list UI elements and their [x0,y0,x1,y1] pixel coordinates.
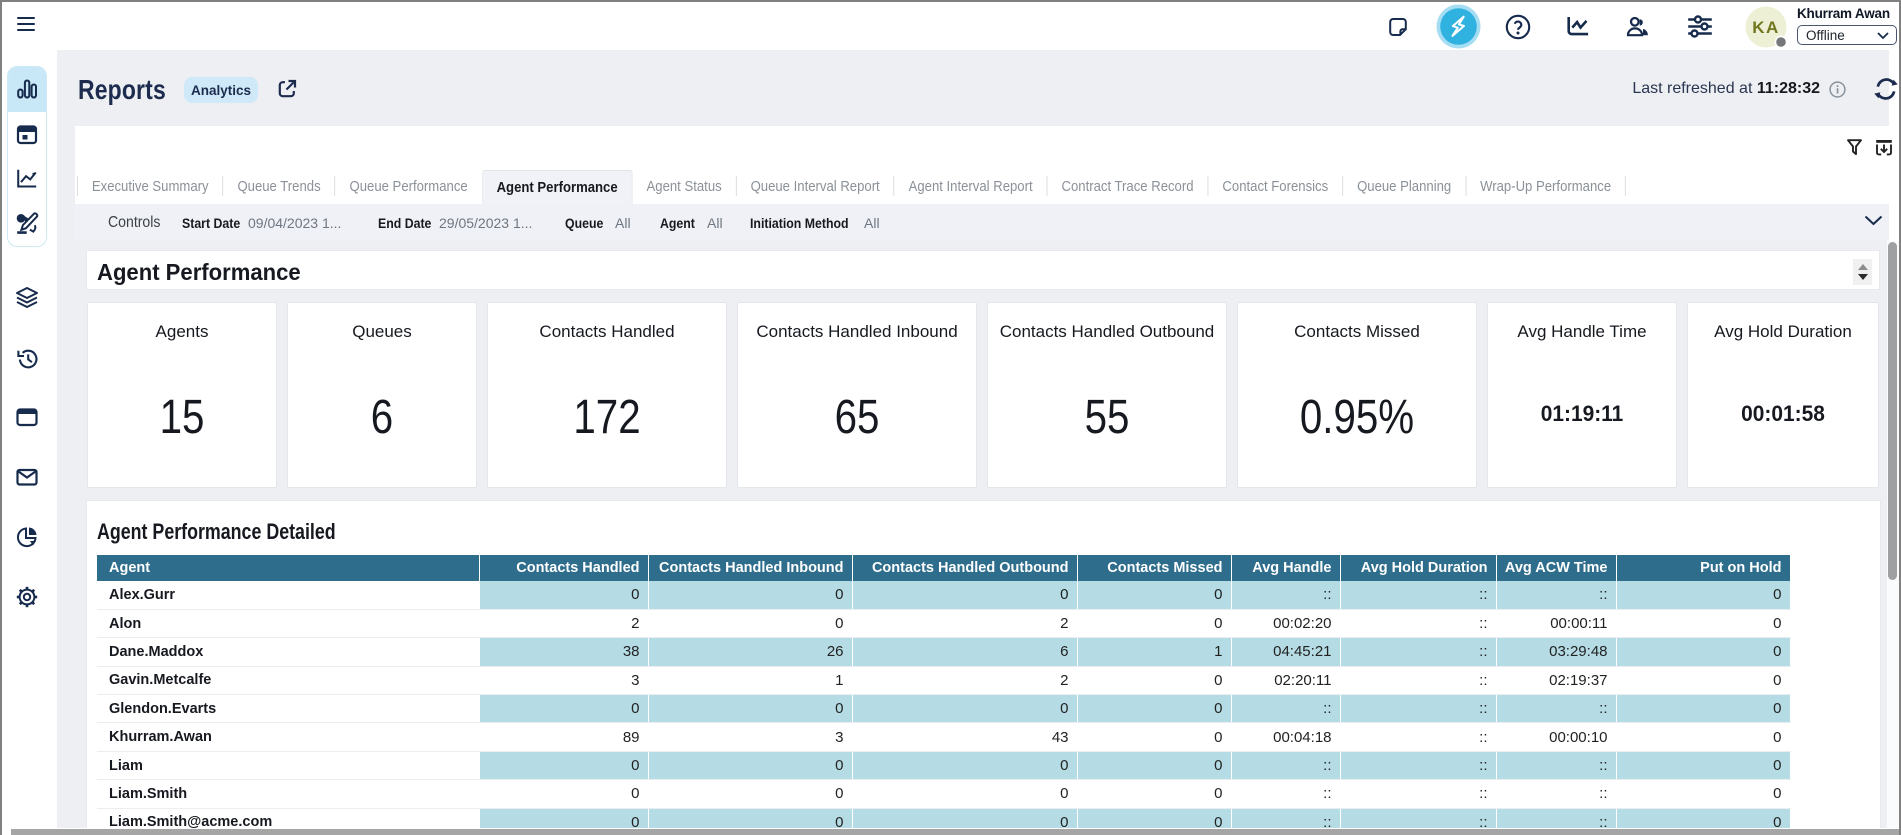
svg-text:KA: KA [1752,18,1780,37]
